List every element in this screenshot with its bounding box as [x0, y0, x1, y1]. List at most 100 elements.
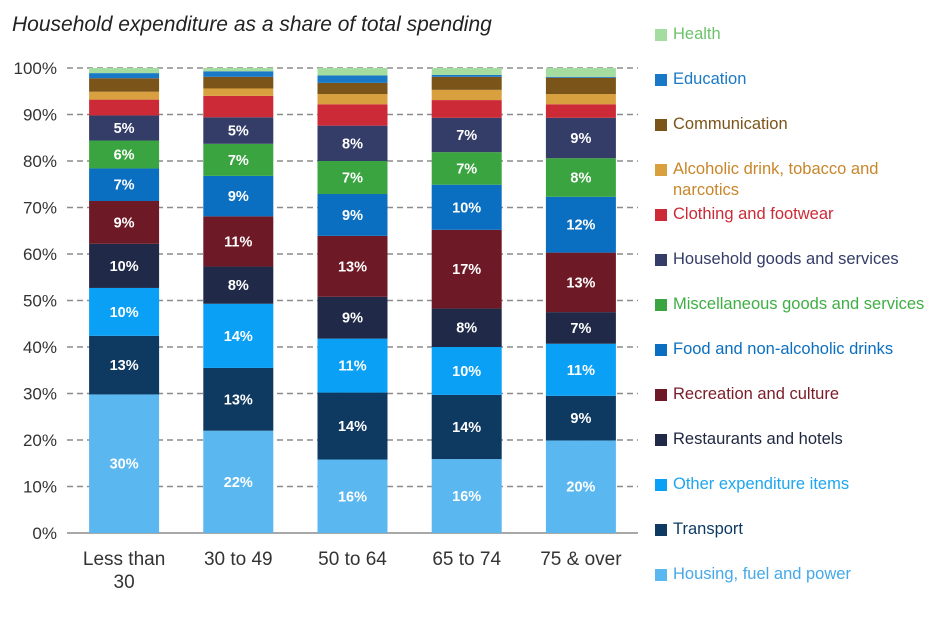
- legend-label: Food and non-alcoholic drinks: [673, 340, 894, 358]
- legend-label: Household goods and services: [673, 250, 899, 268]
- legend-swatch: [655, 344, 667, 356]
- data-label: 13%: [110, 358, 139, 374]
- data-label: 8%: [228, 278, 249, 294]
- legend-label: Recreation and culture: [673, 385, 840, 403]
- data-label: 10%: [452, 364, 481, 380]
- bar-segment: [545, 440, 616, 533]
- bar-segment: [317, 82, 388, 95]
- legend-label: Miscellaneous goods and services: [673, 295, 925, 313]
- data-label: 7%: [228, 153, 249, 169]
- legend-swatch: [655, 299, 667, 311]
- data-label: 13%: [224, 392, 253, 408]
- bar-segment: [89, 115, 160, 141]
- x-tick-label: 30: [114, 572, 135, 593]
- bar-segment: [545, 77, 616, 95]
- bar-segment: [203, 76, 274, 89]
- bar-segment: [317, 94, 388, 105]
- legend-item: Transport: [655, 519, 940, 540]
- data-label: 7%: [456, 161, 477, 177]
- legend-label: Clothing and footwear: [673, 205, 834, 223]
- bar-segment: [431, 89, 502, 101]
- bar-segment: [203, 175, 274, 217]
- data-label: 10%: [110, 259, 139, 275]
- bar-segment: [203, 143, 274, 176]
- bar-segment: [203, 367, 274, 431]
- legend-swatch: [655, 569, 667, 581]
- data-label: 6%: [114, 147, 135, 163]
- bar-segment: [431, 184, 502, 230]
- bar-segment: [317, 194, 388, 236]
- legend-item: Communication: [655, 114, 940, 135]
- legend-swatch: [655, 524, 667, 536]
- legend-label: Alcoholic drink, tobacco and narcotics: [673, 160, 879, 199]
- data-label: 9%: [342, 208, 363, 224]
- y-tick-label: 80%: [23, 152, 57, 171]
- x-tick-label: 75 & over: [540, 549, 622, 570]
- legend-item: Recreation and culture: [655, 384, 940, 405]
- legend-label: Health: [673, 25, 721, 43]
- bar-segment: [317, 338, 388, 393]
- data-label: 7%: [456, 128, 477, 144]
- bar-segment: [545, 94, 616, 105]
- y-tick-label: 100%: [14, 59, 57, 78]
- bar-segment: [317, 459, 388, 533]
- legend-swatch: [655, 119, 667, 131]
- data-label: 7%: [342, 171, 363, 187]
- bar-segment: [431, 394, 502, 460]
- data-label: 9%: [570, 131, 591, 147]
- bar-segment: [545, 196, 616, 253]
- bar-segment: [545, 252, 616, 313]
- bar-segment: [317, 104, 388, 126]
- data-label: 16%: [452, 489, 481, 505]
- data-label: 9%: [228, 189, 249, 205]
- bar-segment: [545, 343, 616, 396]
- x-tick-label: 50 to 64: [318, 549, 387, 570]
- legend-swatch: [655, 434, 667, 446]
- legend-item: Education: [655, 69, 940, 90]
- bar-segment: [545, 117, 616, 159]
- bar-segment: [89, 287, 160, 336]
- bar-segment: [89, 243, 160, 288]
- legend-label: Restaurants and hotels: [673, 430, 843, 448]
- y-tick-label: 40%: [23, 338, 57, 357]
- bar-segment: [89, 68, 160, 74]
- data-label: 5%: [114, 121, 135, 137]
- bar-segment: [431, 152, 502, 185]
- legend-label: Communication: [673, 115, 788, 133]
- legend-item: Clothing and footwear: [655, 204, 940, 225]
- legend-item: Miscellaneous goods and services: [655, 294, 940, 315]
- x-tick-label: Less than: [83, 549, 165, 570]
- data-label: 30%: [110, 457, 139, 473]
- legend-item: Household goods and services: [655, 249, 940, 270]
- data-label: 8%: [570, 171, 591, 187]
- legend-swatch: [655, 164, 667, 176]
- data-label: 17%: [452, 262, 481, 278]
- legend-label: Transport: [673, 520, 743, 538]
- bar-segment: [89, 200, 160, 244]
- legend-swatch: [655, 389, 667, 401]
- bar-segment: [89, 335, 160, 395]
- bar-segment: [203, 216, 274, 267]
- y-tick-label: 0%: [32, 524, 57, 543]
- data-label: 5%: [228, 124, 249, 140]
- bar-segment: [317, 392, 388, 460]
- data-label: 20%: [566, 480, 595, 496]
- bar-segment: [203, 430, 274, 533]
- bar-segment: [545, 68, 616, 77]
- y-tick-label: 10%: [23, 478, 57, 497]
- data-label: 14%: [452, 420, 481, 436]
- bar-segment: [203, 266, 274, 304]
- y-tick-label: 50%: [23, 292, 57, 311]
- legend-swatch: [655, 74, 667, 86]
- data-label: 11%: [224, 234, 252, 250]
- data-label: 14%: [338, 419, 367, 435]
- legend-item: Food and non-alcoholic drinks: [655, 339, 940, 360]
- bar-segment: [431, 74, 502, 77]
- data-label: 13%: [338, 259, 367, 275]
- bar-segment: [89, 168, 160, 201]
- bar-segment: [431, 68, 502, 75]
- bar-segment: [317, 125, 388, 161]
- bar-segment: [317, 296, 388, 339]
- legend-item: Health: [655, 24, 940, 45]
